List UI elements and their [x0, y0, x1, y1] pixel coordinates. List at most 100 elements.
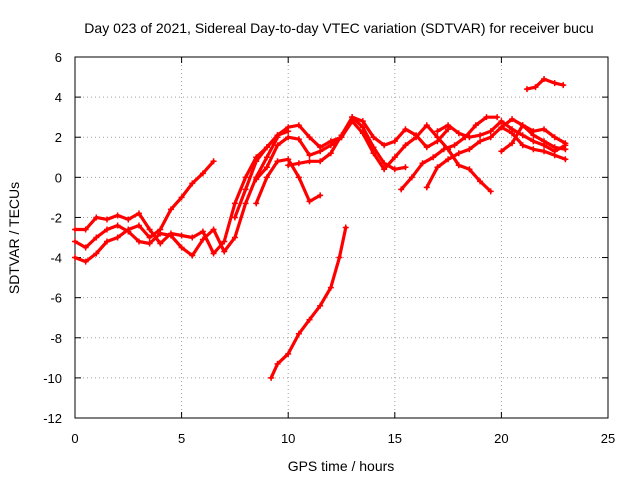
- data-point-marker: [285, 162, 292, 169]
- data-point-marker: [263, 164, 270, 171]
- y-tick-label: 6: [55, 50, 62, 65]
- data-point-marker: [157, 240, 164, 247]
- data-point-marker: [359, 118, 366, 125]
- data-point-marker: [146, 234, 153, 241]
- data-point-marker: [72, 254, 78, 261]
- data-point-marker: [530, 138, 537, 145]
- data-point-marker: [541, 148, 548, 155]
- data-point-marker: [221, 238, 228, 245]
- data-point-marker: [430, 154, 437, 161]
- data-point-marker: [146, 240, 153, 247]
- data-point-marker: [398, 186, 405, 193]
- data-point-marker: [466, 146, 473, 153]
- data-point-marker: [327, 150, 334, 157]
- data-point-marker: [455, 150, 462, 157]
- data-point-marker: [72, 238, 78, 245]
- series-arc-14-markers: [523, 76, 567, 93]
- y-tick-label: -6: [50, 291, 62, 306]
- data-point-marker: [253, 176, 260, 183]
- data-point-marker: [253, 200, 260, 207]
- data-point-marker: [306, 152, 313, 159]
- data-point-marker: [434, 138, 441, 145]
- data-point-marker: [242, 174, 249, 181]
- data-point-marker: [242, 200, 249, 207]
- data-point-marker: [199, 170, 206, 177]
- data-point-marker: [349, 114, 356, 121]
- x-axis-label: GPS time / hours: [288, 458, 395, 474]
- data-point-marker: [551, 80, 558, 87]
- data-point-marker: [199, 228, 206, 235]
- data-point-marker: [114, 212, 121, 219]
- data-point-marker: [295, 136, 302, 143]
- y-tick-label: -2: [50, 210, 62, 225]
- data-point-marker: [551, 144, 558, 151]
- data-point-marker: [562, 146, 569, 153]
- data-point-marker: [274, 158, 281, 165]
- data-point-marker: [530, 132, 537, 139]
- data-point-marker: [551, 134, 558, 141]
- y-tick-label: -4: [50, 251, 62, 266]
- data-point-marker: [93, 234, 100, 241]
- data-point-marker: [210, 226, 217, 233]
- data-point-marker: [306, 198, 313, 205]
- data-point-marker: [541, 138, 548, 145]
- data-point-marker: [509, 126, 516, 133]
- data-point-marker: [157, 230, 164, 237]
- series-arc-1: [73, 159, 216, 264]
- y-tick-label: 4: [55, 90, 62, 105]
- data-point-marker: [381, 166, 388, 173]
- series-arc-9-markers: [398, 114, 501, 193]
- data-series: [72, 76, 569, 381]
- data-point-marker: [338, 132, 345, 139]
- data-point-marker: [306, 316, 313, 323]
- x-tick-label: 0: [71, 431, 78, 446]
- grid: [75, 57, 608, 418]
- data-point-marker: [498, 148, 505, 155]
- chart-title: Day 023 of 2021, Sidereal Day-to-day VTE…: [84, 20, 593, 36]
- data-point-marker: [541, 126, 548, 133]
- data-point-marker: [562, 140, 569, 147]
- data-point-marker: [541, 76, 548, 83]
- data-point-marker: [317, 158, 324, 165]
- data-point-marker: [509, 140, 516, 147]
- data-point-marker: [391, 154, 398, 161]
- data-point-marker: [455, 162, 462, 169]
- data-point-marker: [560, 82, 567, 89]
- data-point-marker: [135, 238, 142, 245]
- data-point-marker: [146, 226, 153, 233]
- x-tick-label: 25: [601, 431, 615, 446]
- data-point-marker: [295, 330, 302, 337]
- series-arc-13-markers: [498, 122, 569, 155]
- data-point-marker: [103, 216, 110, 223]
- data-point-marker: [530, 146, 537, 153]
- series-arc-9: [399, 115, 499, 191]
- data-point-marker: [114, 222, 121, 229]
- data-point-marker: [72, 226, 78, 233]
- data-point-marker: [295, 160, 302, 167]
- data-point-marker: [231, 214, 238, 221]
- data-point-marker: [327, 284, 334, 291]
- data-point-marker: [519, 122, 526, 129]
- data-point-marker: [285, 134, 292, 141]
- series-arc-2-markers: [72, 134, 281, 259]
- data-point-marker: [263, 174, 270, 181]
- series-arc-8: [269, 225, 348, 380]
- data-point-marker: [402, 126, 409, 133]
- data-point-marker: [562, 156, 569, 163]
- data-point-marker: [451, 142, 458, 149]
- data-point-marker: [285, 156, 292, 163]
- data-point-marker: [402, 142, 409, 149]
- y-tick-label: 2: [55, 130, 62, 145]
- series-arc-8-markers: [268, 224, 349, 381]
- data-point-marker: [210, 250, 217, 257]
- data-point-marker: [519, 132, 526, 139]
- plot-frame: [74, 56, 609, 419]
- data-point-marker: [408, 174, 415, 181]
- data-point-marker: [381, 160, 388, 167]
- data-point-marker: [263, 144, 270, 151]
- data-point-marker: [477, 138, 484, 145]
- data-point-marker: [178, 232, 185, 239]
- data-point-marker: [381, 142, 388, 149]
- data-point-marker: [306, 158, 313, 165]
